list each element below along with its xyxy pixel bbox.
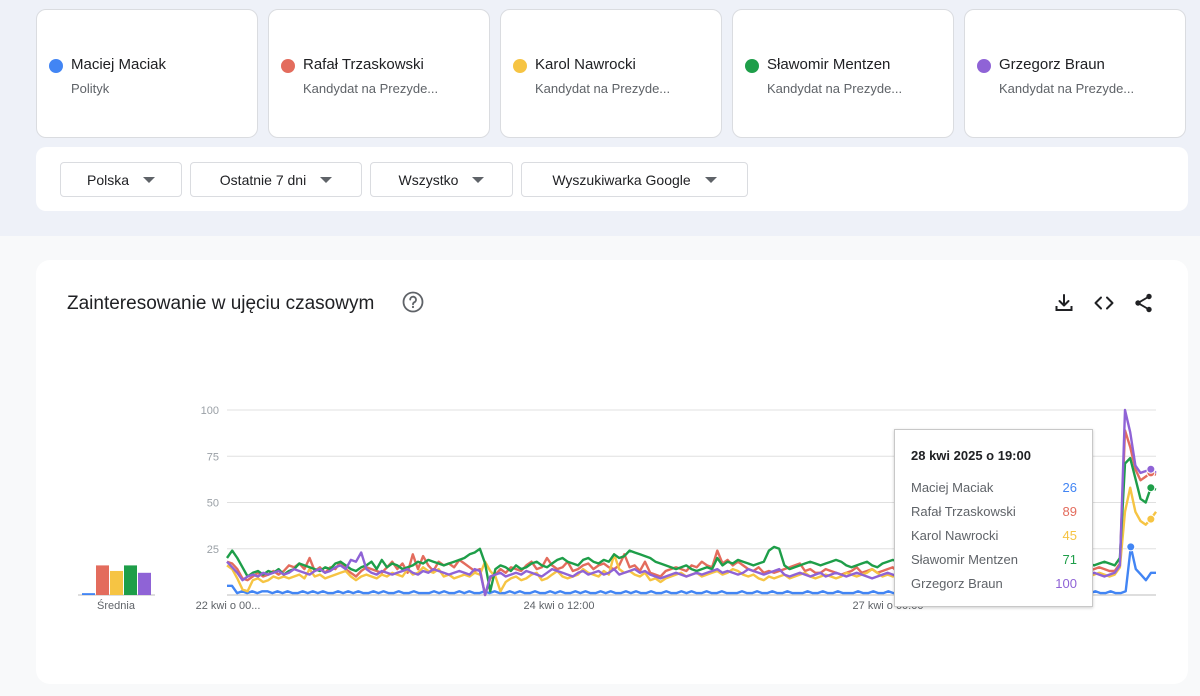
- tooltip-row-name: Grzegorz Braun: [911, 576, 1003, 591]
- term-subtitle: Polityk: [71, 81, 110, 96]
- term-card-1[interactable]: Maciej Maciak Polityk: [36, 9, 258, 138]
- term-card-2[interactable]: Rafał Trzaskowski Kandydat na Prezyde...: [268, 9, 490, 138]
- caret-down-icon: [472, 176, 485, 183]
- tooltip-row: Grzegorz Braun 100: [911, 576, 1077, 596]
- tooltip-row: Rafał Trzaskowski 89: [911, 504, 1077, 524]
- term-name: Karol Nawrocki: [535, 56, 636, 73]
- caret-down-icon: [143, 176, 156, 183]
- series-color-dot: [745, 59, 759, 73]
- term-subtitle: Kandydat na Prezyde...: [303, 81, 439, 96]
- term-subtitle: Kandydat na Prezyde...: [999, 81, 1135, 96]
- property-filter-label: Wyszukiwarka Google: [552, 171, 691, 188]
- tooltip-row: Sławomir Mentzen 71: [911, 552, 1077, 572]
- tooltip-row: Maciej Maciak 26: [911, 480, 1077, 500]
- tooltip-row-value: 26: [1062, 480, 1077, 495]
- share-icon[interactable]: [1133, 292, 1155, 314]
- tooltip-date: 28 kwi 2025 o 19:00: [911, 448, 1031, 463]
- category-filter-label: Wszystko: [398, 171, 459, 188]
- tooltip-row: Karol Nawrocki 45: [911, 528, 1077, 548]
- section-title: Zainteresowanie w ujęciu czasowym: [67, 293, 375, 314]
- property-filter[interactable]: Wyszukiwarka Google: [521, 162, 748, 197]
- term-name: Rafał Trzaskowski: [303, 56, 424, 73]
- tooltip-row-value: 100: [1055, 576, 1077, 591]
- term-name: Sławomir Mentzen: [767, 56, 891, 73]
- time-filter[interactable]: Ostatnie 7 dni: [190, 162, 362, 197]
- term-subtitle: Kandydat na Prezyde...: [535, 81, 671, 96]
- time-filter-label: Ostatnie 7 dni: [219, 171, 307, 188]
- series-color-dot: [513, 59, 527, 73]
- code-icon[interactable]: [1093, 292, 1115, 314]
- tooltip-row-name: Karol Nawrocki: [911, 528, 999, 543]
- series-color-dot: [281, 59, 295, 73]
- tooltip-row-value: 45: [1062, 528, 1077, 543]
- region-filter-label: Polska: [86, 171, 130, 188]
- series-color-dot: [977, 59, 991, 73]
- series-color-dot: [49, 59, 63, 73]
- tooltip-row-name: Sławomir Mentzen: [911, 552, 1018, 567]
- filter-bar: Polska Ostatnie 7 dni Wszystko Wyszukiwa…: [36, 147, 1188, 211]
- caret-down-icon: [320, 176, 333, 183]
- tooltip-row-name: Maciej Maciak: [911, 480, 994, 495]
- term-name: Grzegorz Braun: [999, 56, 1105, 73]
- term-card-3[interactable]: Karol Nawrocki Kandydat na Prezyde...: [500, 9, 722, 138]
- term-name: Maciej Maciak: [71, 56, 167, 73]
- term-card-5[interactable]: Grzegorz Braun Kandydat na Prezyde...: [964, 9, 1186, 138]
- tooltip-row-value: 71: [1062, 552, 1077, 567]
- term-card-4[interactable]: Sławomir Mentzen Kandydat na Prezyde...: [732, 9, 954, 138]
- category-filter[interactable]: Wszystko: [370, 162, 513, 197]
- help-circle-icon[interactable]: [402, 291, 424, 313]
- download-icon[interactable]: [1053, 292, 1075, 314]
- chart-tooltip: 28 kwi 2025 o 19:00 Maciej Maciak 26 Raf…: [894, 429, 1093, 607]
- tooltip-row-name: Rafał Trzaskowski: [911, 504, 1016, 519]
- tooltip-row-value: 89: [1062, 504, 1077, 519]
- term-subtitle: Kandydat na Prezyde...: [767, 81, 903, 96]
- caret-down-icon: [704, 176, 717, 183]
- region-filter[interactable]: Polska: [60, 162, 182, 197]
